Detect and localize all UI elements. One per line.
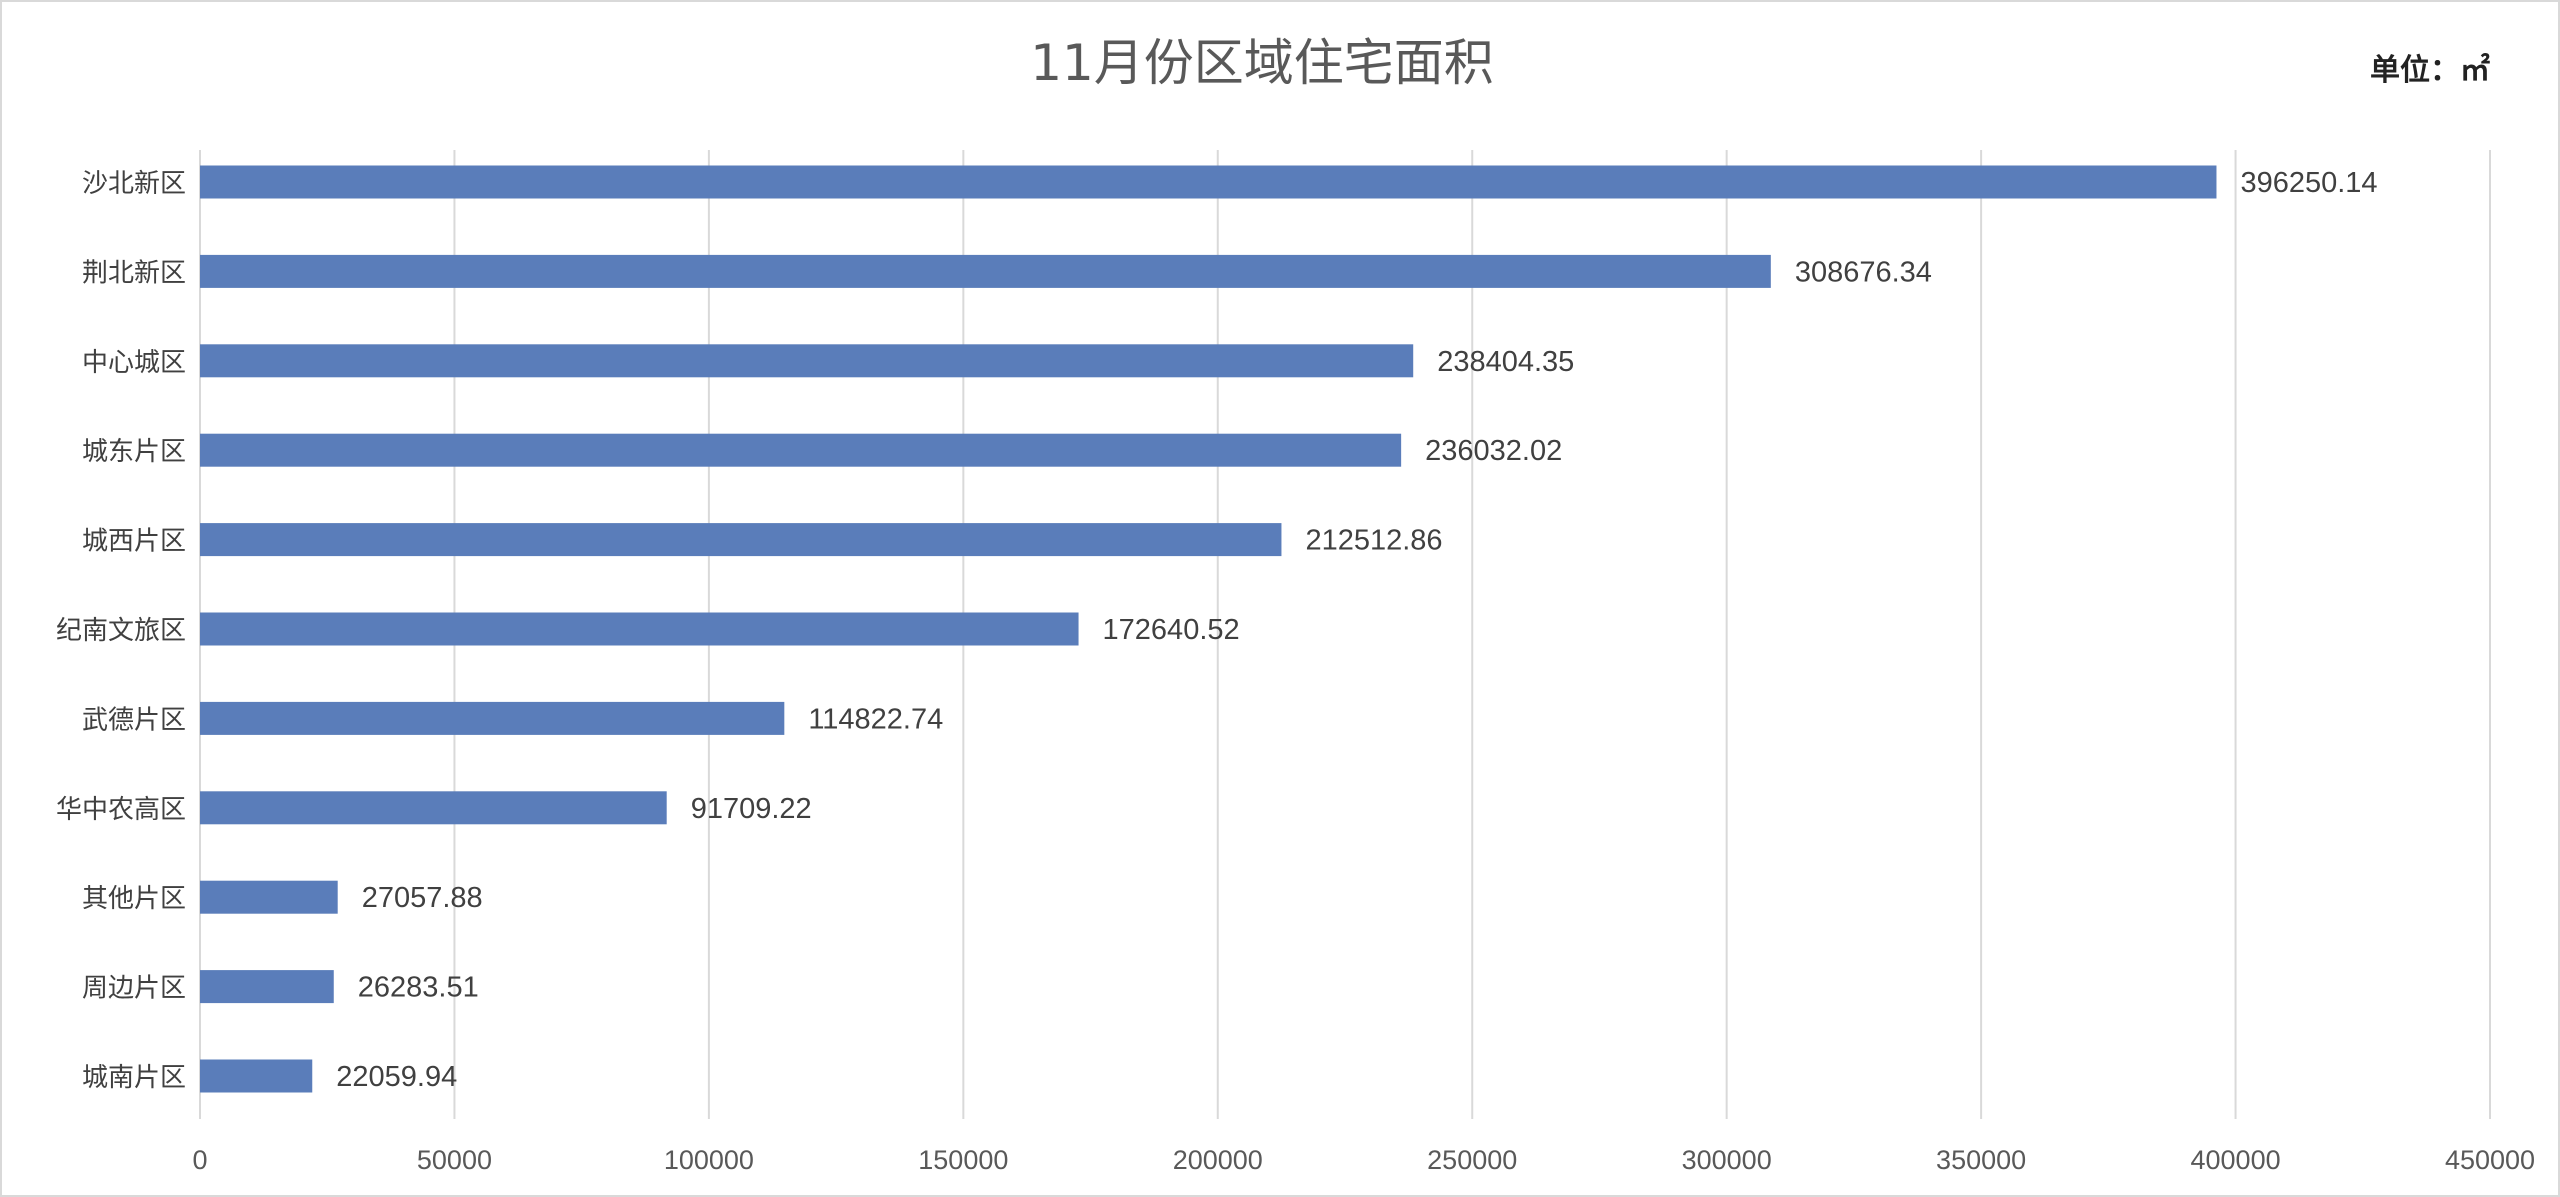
category-label: 纪南文旅区: [56, 616, 186, 646]
bar: [200, 970, 334, 1004]
bar: [200, 791, 667, 825]
x-tick-label: 350000: [1936, 1145, 2026, 1175]
data-label: 91709.22: [691, 793, 812, 825]
category-label: 城西片区: [82, 527, 186, 557]
data-label: 238404.35: [1437, 346, 1574, 378]
bar: [200, 612, 1079, 646]
data-label: 22059.94: [336, 1061, 457, 1093]
chart-title: 11月份区域住宅面积: [1030, 34, 1494, 92]
x-axis-tick-labels: 0 50000 100000 150000 200000 250000 300000 3500…: [192, 1145, 2535, 1175]
category-label: 中心城区: [82, 348, 186, 378]
category-label: 城东片区: [82, 437, 186, 467]
data-label: 26283.51: [358, 972, 479, 1004]
x-tick-label: 100000: [664, 1145, 754, 1175]
bar: [200, 344, 1414, 378]
data-label: 114822.74: [808, 703, 943, 735]
gridlines: [199, 150, 2491, 1119]
x-tick-label: 400000: [2191, 1145, 2281, 1175]
x-tick-label: 200000: [1173, 1145, 1263, 1175]
category-label: 华中农高区: [56, 795, 186, 825]
x-tick-label: 50000: [417, 1145, 492, 1175]
bar: [200, 433, 1402, 467]
data-label: 236032.02: [1425, 435, 1562, 467]
bar: [200, 523, 1282, 557]
bar: [200, 701, 785, 735]
category-label: 荆北新区: [82, 258, 186, 288]
category-label: 沙北新区: [82, 169, 186, 199]
data-label: 212512.86: [1305, 525, 1442, 557]
x-tick-label: 450000: [2445, 1145, 2535, 1175]
bar: [200, 254, 1771, 288]
bar: [200, 880, 338, 914]
unit-label: 单位：㎡: [2370, 53, 2490, 88]
x-tick-label: 150000: [918, 1145, 1008, 1175]
bar: [200, 1059, 313, 1093]
data-label: 27057.88: [362, 882, 483, 914]
data-label: 396250.14: [2240, 167, 2377, 199]
category-label: 其他片区: [82, 884, 186, 914]
x-tick-label: 0: [192, 1145, 207, 1175]
data-label: 172640.52: [1103, 614, 1240, 646]
data-labels: 396250.14 308676.34 238404.35 236032.02 2125…: [336, 167, 2377, 1093]
category-label: 武德片区: [82, 705, 186, 735]
category-label: 周边片区: [82, 974, 186, 1004]
category-labels: 沙北新区荆北新区中心城区城东片区城西片区纪南文旅区武德片区华中农高区其他片区周边…: [56, 169, 186, 1093]
data-label: 308676.34: [1795, 256, 1932, 288]
bars: [200, 165, 2217, 1093]
bar: [200, 165, 2217, 199]
x-tick-label: 300000: [1682, 1145, 1772, 1175]
x-tick-label: 250000: [1427, 1145, 1517, 1175]
category-label: 城南片区: [82, 1063, 186, 1093]
